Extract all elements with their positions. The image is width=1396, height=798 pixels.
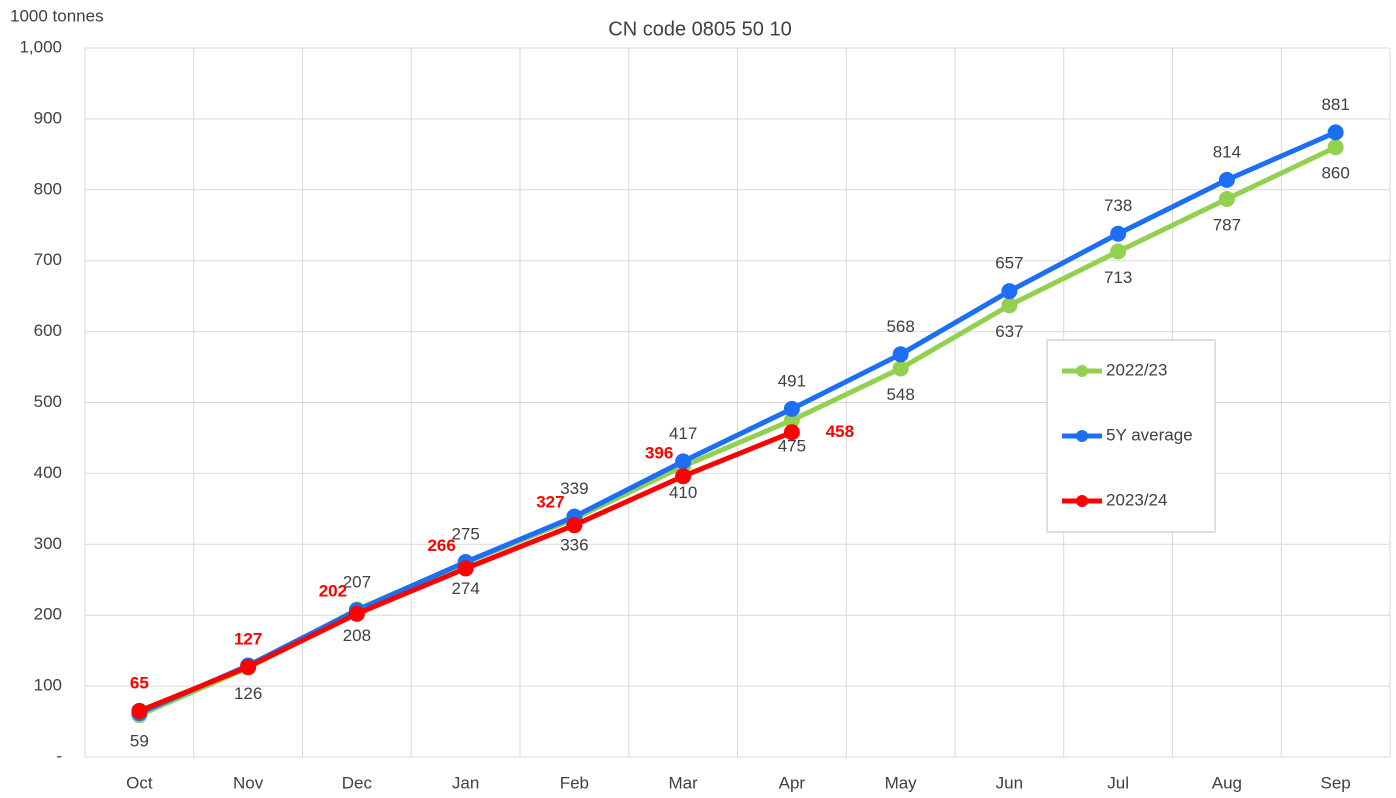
y-tick-label: 1,000 [19,37,62,56]
y-tick-label: 900 [34,108,62,127]
point [131,702,148,719]
x-tick-label: Sep [1321,773,1351,792]
data-label: 738 [1104,196,1132,215]
data-label: 59 [130,732,149,751]
x-tick-label: Jun [996,773,1023,792]
data-label: 881 [1321,95,1349,114]
point [1110,243,1127,260]
legend-marker [1076,430,1088,442]
data-label: 396 [645,444,673,463]
legend-label: 5Y average [1106,425,1193,444]
y-tick-label: 600 [34,321,62,340]
data-label: 126 [234,684,262,703]
y-tick-label: 400 [34,463,62,482]
data-label: 475 [778,437,806,456]
data-label: 814 [1213,142,1241,161]
y-tick-label: 200 [34,605,62,624]
data-label: 207 [343,573,371,592]
data-label: 274 [451,579,479,598]
x-tick-label: Dec [342,773,373,792]
data-label: 275 [451,525,479,544]
data-label: 339 [560,479,588,498]
data-label: 458 [826,422,854,441]
point [892,346,909,363]
point [892,360,909,377]
y-tick-label: 300 [34,534,62,553]
chart-subtitle: CN code 0805 50 10 [608,18,791,40]
data-label: 127 [234,629,262,648]
y-axis-label: 1000 tonnes [10,6,104,25]
x-tick-label: Jan [452,773,479,792]
x-tick-label: Mar [668,773,698,792]
x-tick-label: May [885,773,918,792]
x-tick-label: Jul [1107,773,1129,792]
point [675,453,692,470]
point [675,468,692,485]
y-tick-label: 100 [34,676,62,695]
data-label: 410 [669,483,697,502]
x-tick-label: Feb [560,773,589,792]
data-label: 860 [1321,164,1349,183]
series-line [138,130,1337,716]
x-tick-label: Oct [126,773,153,792]
point [348,605,365,622]
data-label: 548 [886,385,914,404]
data-label: 327 [536,493,564,512]
point [1001,283,1018,300]
data-label: 208 [343,626,371,645]
y-tick-label: 800 [34,179,62,198]
point [566,517,583,534]
data-label: 336 [560,535,588,554]
point [1327,139,1344,156]
data-label: 491 [778,371,806,390]
data-label: 713 [1104,268,1132,287]
legend-marker [1076,365,1088,377]
legend-label: 2022/23 [1106,360,1167,379]
point [240,658,257,675]
data-label: 787 [1213,216,1241,235]
point [783,412,800,429]
data-label: 202 [319,581,347,600]
y-tick-label: - [56,746,62,765]
point [1218,171,1235,188]
x-tick-label: Apr [779,773,806,792]
point [1001,297,1018,314]
data-label: 657 [995,254,1023,273]
point [783,400,800,417]
data-label: 417 [669,424,697,443]
data-label: 568 [886,317,914,336]
y-tick-label: 700 [34,250,62,269]
x-tick-label: Aug [1212,773,1242,792]
data-label: 65 [130,673,149,692]
data-label: 637 [995,322,1023,341]
x-tick-label: Nov [233,773,264,792]
point [457,560,474,577]
point [1218,191,1235,208]
y-tick-label: 500 [34,392,62,411]
point [1327,124,1344,141]
point [783,424,800,441]
legend-marker [1076,495,1088,507]
point [1110,225,1127,242]
data-label: 266 [427,536,455,555]
legend-label: 2023/24 [1106,490,1167,509]
